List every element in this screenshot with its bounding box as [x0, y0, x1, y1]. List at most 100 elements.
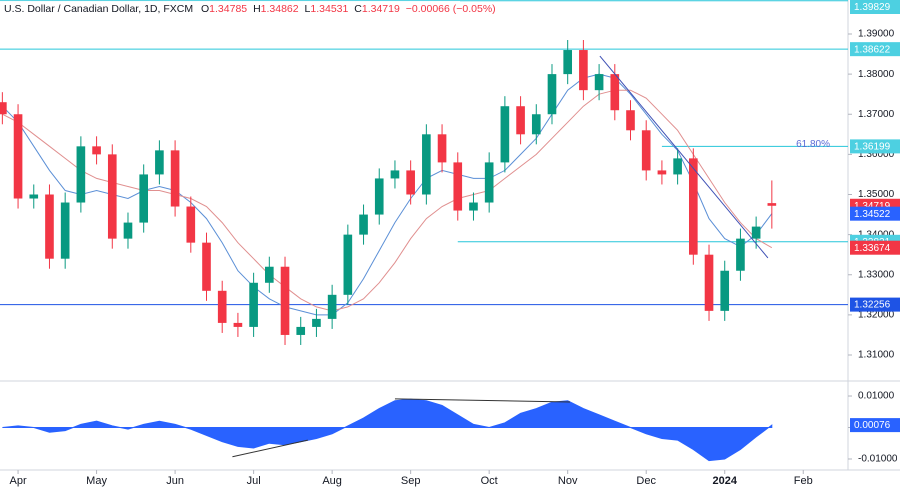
ohlc-value: 1.34531 [310, 3, 348, 15]
candle-body [233, 322, 243, 327]
candle-body [343, 234, 353, 295]
x-tick-label: Feb [794, 475, 813, 487]
candle-body [563, 50, 573, 75]
ohlc-label: O [201, 3, 209, 15]
candle-body [579, 50, 588, 91]
price-tag-label: 0.00076 [854, 420, 891, 431]
price-tag [850, 418, 900, 433]
plot: 61.80% [0, 0, 848, 462]
price-tag [850, 297, 900, 312]
candle-body [657, 170, 667, 175]
y-tick-label: 1.32000 [858, 310, 895, 321]
price-tag-label: 1.32256 [854, 300, 891, 311]
ohlc-value: 1.34862 [261, 3, 299, 15]
oscillator-area [2, 398, 773, 462]
y-tick-label: 1.38000 [858, 69, 895, 80]
y-tick-label: 1.37000 [858, 109, 895, 120]
price-tag [850, 240, 900, 255]
level-label: 61.80% [796, 139, 830, 150]
candle-body [720, 270, 730, 311]
candle-body [704, 254, 714, 311]
y-tick-label: 1.39000 [858, 29, 895, 40]
candle-body [265, 266, 274, 283]
candle-body [29, 194, 39, 199]
candle-body [123, 222, 133, 239]
axes: 1.39000 1.38000 1.37000 1.36000 1.35000 1.340… [9, 0, 900, 487]
candle-body [422, 134, 431, 195]
price-tag-label: 1.33674 [854, 243, 891, 254]
price-tag-label: 1.34522 [854, 209, 891, 220]
x-tick-label: Dec [636, 475, 656, 487]
candle-body [359, 214, 368, 235]
candle-body [516, 106, 525, 135]
price-tag-label: 1.36199 [854, 142, 891, 153]
y-tick-label: 1.35000 [858, 189, 895, 200]
ohlc-label: H [253, 3, 261, 15]
y-tick-label: 1.33000 [858, 269, 895, 280]
symbol: U.S. Dollar / Canadian Dollar, 1D, FXCM [4, 3, 193, 15]
candle-body [202, 242, 211, 291]
candle-body [186, 206, 196, 243]
candle-body [374, 178, 384, 215]
price-tag [850, 206, 900, 221]
candle-body [280, 266, 290, 335]
candle-body [327, 294, 337, 319]
candle-body [76, 146, 86, 203]
candle-body [0, 102, 7, 115]
x-tick-label: Oct [481, 475, 498, 487]
trend-line [394, 398, 571, 403]
x-tick-label: Apr [9, 475, 26, 487]
x-tick-label: Sep [401, 475, 421, 487]
candle-body [594, 74, 604, 91]
price-tag-label: 1.38622 [854, 44, 891, 55]
y-tick-label: 1.34000 [858, 229, 895, 240]
moving-average [2, 73, 773, 316]
candle-body [406, 170, 415, 195]
trend-line [599, 55, 769, 259]
ohlc-value: 1.34785 [209, 3, 247, 15]
header-bg [0, 1, 460, 17]
candle-body [390, 170, 400, 179]
candle-body [453, 162, 463, 211]
ohlc-label: L [305, 3, 311, 15]
candle-body [437, 134, 447, 163]
candle-body [484, 162, 494, 203]
change: −0.00066 (−0.05%) [406, 3, 496, 15]
moving-average [2, 89, 773, 312]
price-tag [850, 0, 900, 14]
candle-body [689, 158, 698, 255]
x-tick-label: Jul [247, 475, 261, 487]
candle-body [673, 158, 682, 175]
candle-body [217, 290, 227, 323]
y-tick-label: -0.01000 [858, 454, 898, 465]
candle-body [170, 150, 180, 207]
candle-body [45, 194, 54, 259]
candle-body [531, 114, 541, 135]
x-tick-label: May [86, 475, 107, 487]
y-tick-label: 1.36000 [858, 149, 895, 160]
price-tag-label: 1.34719 [854, 201, 891, 212]
candle-body [60, 202, 70, 259]
candle-body [312, 318, 321, 327]
x-tick-label: Aug [322, 475, 342, 487]
candle-body [469, 202, 478, 211]
candle-body [13, 114, 23, 199]
price-tag-label: 1.39829 [854, 2, 891, 13]
x-tick-label: Jun [166, 475, 184, 487]
candle-body [107, 154, 117, 239]
candle-body [736, 238, 745, 271]
header: U.S. Dollar / Canadian Dollar, 1D, FXCM … [4, 3, 496, 15]
candle-body [139, 174, 149, 223]
candle-body [296, 326, 306, 335]
x-tick-label: 2024 [712, 475, 737, 487]
price-tag [850, 42, 900, 57]
candle-body [500, 106, 510, 163]
candle-body [767, 203, 777, 206]
candle-body [155, 150, 164, 175]
candle-body [751, 226, 761, 239]
price-tag [850, 139, 900, 154]
candle-body [249, 282, 258, 327]
ohlc-value: 1.34719 [362, 3, 400, 15]
